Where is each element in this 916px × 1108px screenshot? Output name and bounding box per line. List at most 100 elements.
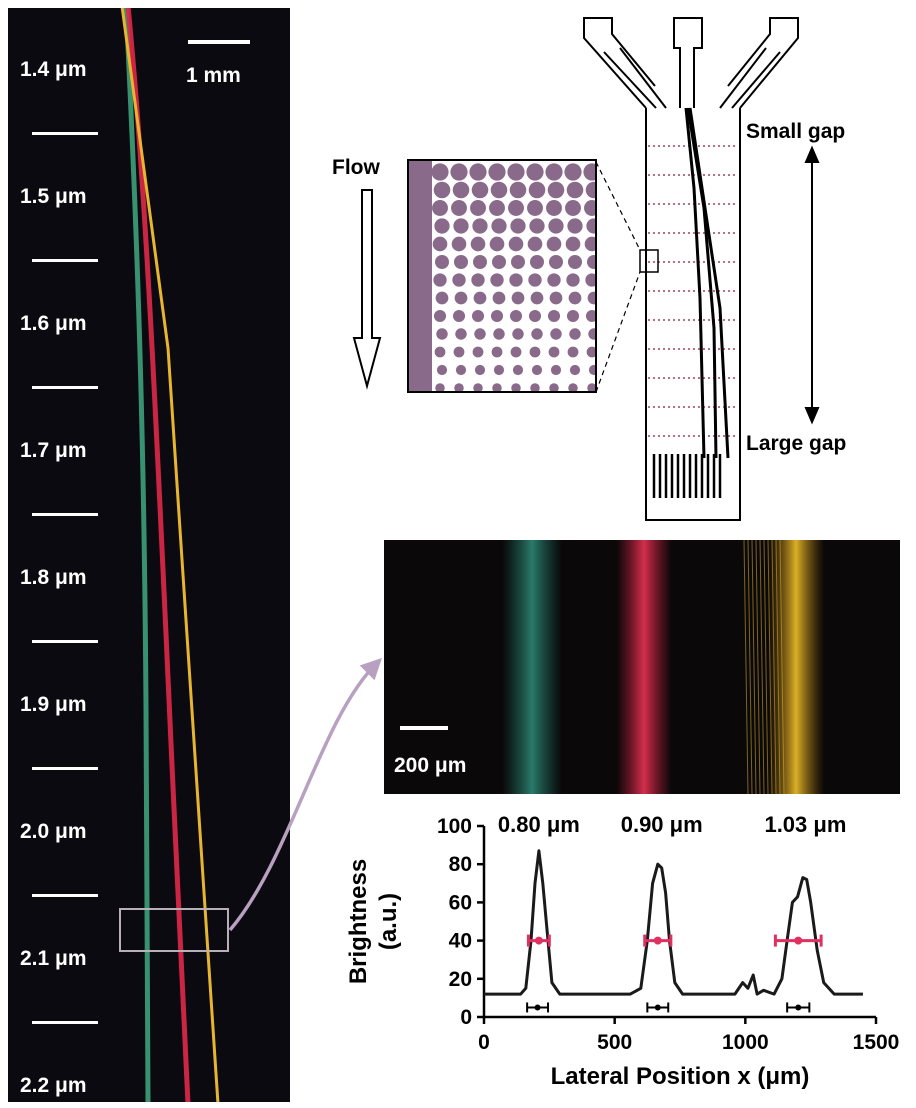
post bbox=[510, 218, 526, 234]
x-tick-label: 1500 bbox=[853, 1031, 900, 1054]
fwhm-center bbox=[534, 936, 543, 945]
streak-image-panel: 1 mm 1.4 μm 1.5 μm 1.6 μm 1.7 μm 1.8 μm 1.9 μ… bbox=[8, 8, 290, 1102]
post bbox=[433, 309, 447, 323]
post bbox=[547, 309, 561, 323]
small-gap-label: Small gap bbox=[746, 120, 846, 143]
gap-label: 1.5 μm bbox=[20, 185, 87, 208]
post bbox=[453, 218, 469, 234]
post bbox=[434, 218, 450, 234]
post bbox=[586, 218, 596, 234]
post bbox=[528, 273, 542, 287]
post bbox=[531, 364, 543, 376]
x-tick-label: 500 bbox=[597, 1031, 632, 1054]
error-bar-center bbox=[654, 1004, 661, 1011]
post bbox=[529, 218, 545, 234]
post bbox=[585, 273, 596, 287]
band-streak bbox=[779, 540, 785, 794]
post bbox=[512, 364, 524, 376]
post bbox=[548, 218, 564, 234]
post bbox=[471, 309, 485, 323]
post bbox=[587, 383, 596, 392]
section-divider bbox=[32, 132, 98, 135]
post bbox=[546, 236, 562, 252]
post bbox=[584, 200, 596, 216]
post bbox=[586, 346, 596, 358]
band-red bbox=[616, 540, 672, 794]
x-tick-label: 0 bbox=[478, 1031, 490, 1054]
post bbox=[507, 163, 525, 181]
post bbox=[454, 291, 468, 305]
post bbox=[566, 181, 584, 199]
post bbox=[431, 163, 449, 181]
y-tick-label: 40 bbox=[449, 930, 472, 953]
band-yellow bbox=[768, 540, 824, 794]
post bbox=[469, 163, 487, 181]
post bbox=[455, 328, 467, 340]
gap-label: 1.9 μm bbox=[20, 693, 87, 716]
post bbox=[568, 255, 582, 269]
post bbox=[489, 200, 505, 216]
post bbox=[569, 364, 581, 376]
post bbox=[492, 255, 506, 269]
post bbox=[587, 255, 596, 269]
post bbox=[548, 346, 560, 358]
post bbox=[451, 200, 467, 216]
post bbox=[585, 309, 596, 323]
post bbox=[564, 163, 582, 181]
post bbox=[433, 273, 447, 287]
post bbox=[527, 200, 543, 216]
post bbox=[493, 364, 505, 376]
post bbox=[569, 328, 581, 340]
post bbox=[508, 200, 524, 216]
post bbox=[583, 163, 596, 181]
outlet-channels bbox=[652, 454, 722, 498]
streak-svg bbox=[120, 8, 220, 1102]
post bbox=[527, 236, 543, 252]
x-axis-label: Lateral Position x (μm) bbox=[551, 1063, 810, 1090]
post bbox=[588, 328, 596, 340]
post bbox=[549, 291, 563, 305]
post bbox=[568, 291, 582, 305]
section-divider bbox=[32, 1021, 98, 1024]
section-divider bbox=[32, 259, 98, 262]
post bbox=[489, 236, 505, 252]
post bbox=[547, 273, 561, 287]
post bbox=[454, 383, 464, 392]
post bbox=[452, 309, 466, 323]
gap-label: 1.4 μm bbox=[20, 58, 87, 81]
section-divider bbox=[32, 767, 98, 770]
section-divider bbox=[32, 513, 98, 516]
band-streak bbox=[751, 540, 757, 794]
scale-bar-200um-label: 200 μm bbox=[394, 754, 467, 777]
scale-bar-1mm-label: 1 mm bbox=[186, 64, 241, 87]
gap-label: 1.7 μm bbox=[20, 439, 87, 462]
band-streak bbox=[759, 540, 765, 794]
post bbox=[550, 364, 562, 376]
post bbox=[587, 291, 596, 305]
post bbox=[493, 328, 505, 340]
error-bar-center bbox=[795, 1004, 802, 1011]
post bbox=[454, 255, 468, 269]
post bbox=[567, 218, 583, 234]
band-streak bbox=[775, 540, 781, 794]
band-streak bbox=[755, 540, 761, 794]
inset-leader-bottom bbox=[595, 271, 641, 393]
fwhm-center bbox=[653, 936, 662, 945]
post bbox=[565, 236, 581, 252]
flow-label: Flow bbox=[332, 156, 380, 179]
post bbox=[588, 364, 596, 376]
post bbox=[472, 218, 488, 234]
post bbox=[451, 236, 467, 252]
gap-gradient-arrow bbox=[804, 145, 820, 425]
post bbox=[585, 181, 596, 199]
post bbox=[472, 346, 484, 358]
post bbox=[490, 273, 504, 287]
gap-label: 2.0 μm bbox=[20, 820, 87, 843]
post bbox=[453, 346, 465, 358]
post bbox=[545, 163, 563, 181]
device-schematic: Flow Small gap Large gap bbox=[300, 8, 906, 528]
post bbox=[508, 236, 524, 252]
post bbox=[450, 163, 468, 181]
post bbox=[511, 291, 525, 305]
post bbox=[531, 328, 543, 340]
